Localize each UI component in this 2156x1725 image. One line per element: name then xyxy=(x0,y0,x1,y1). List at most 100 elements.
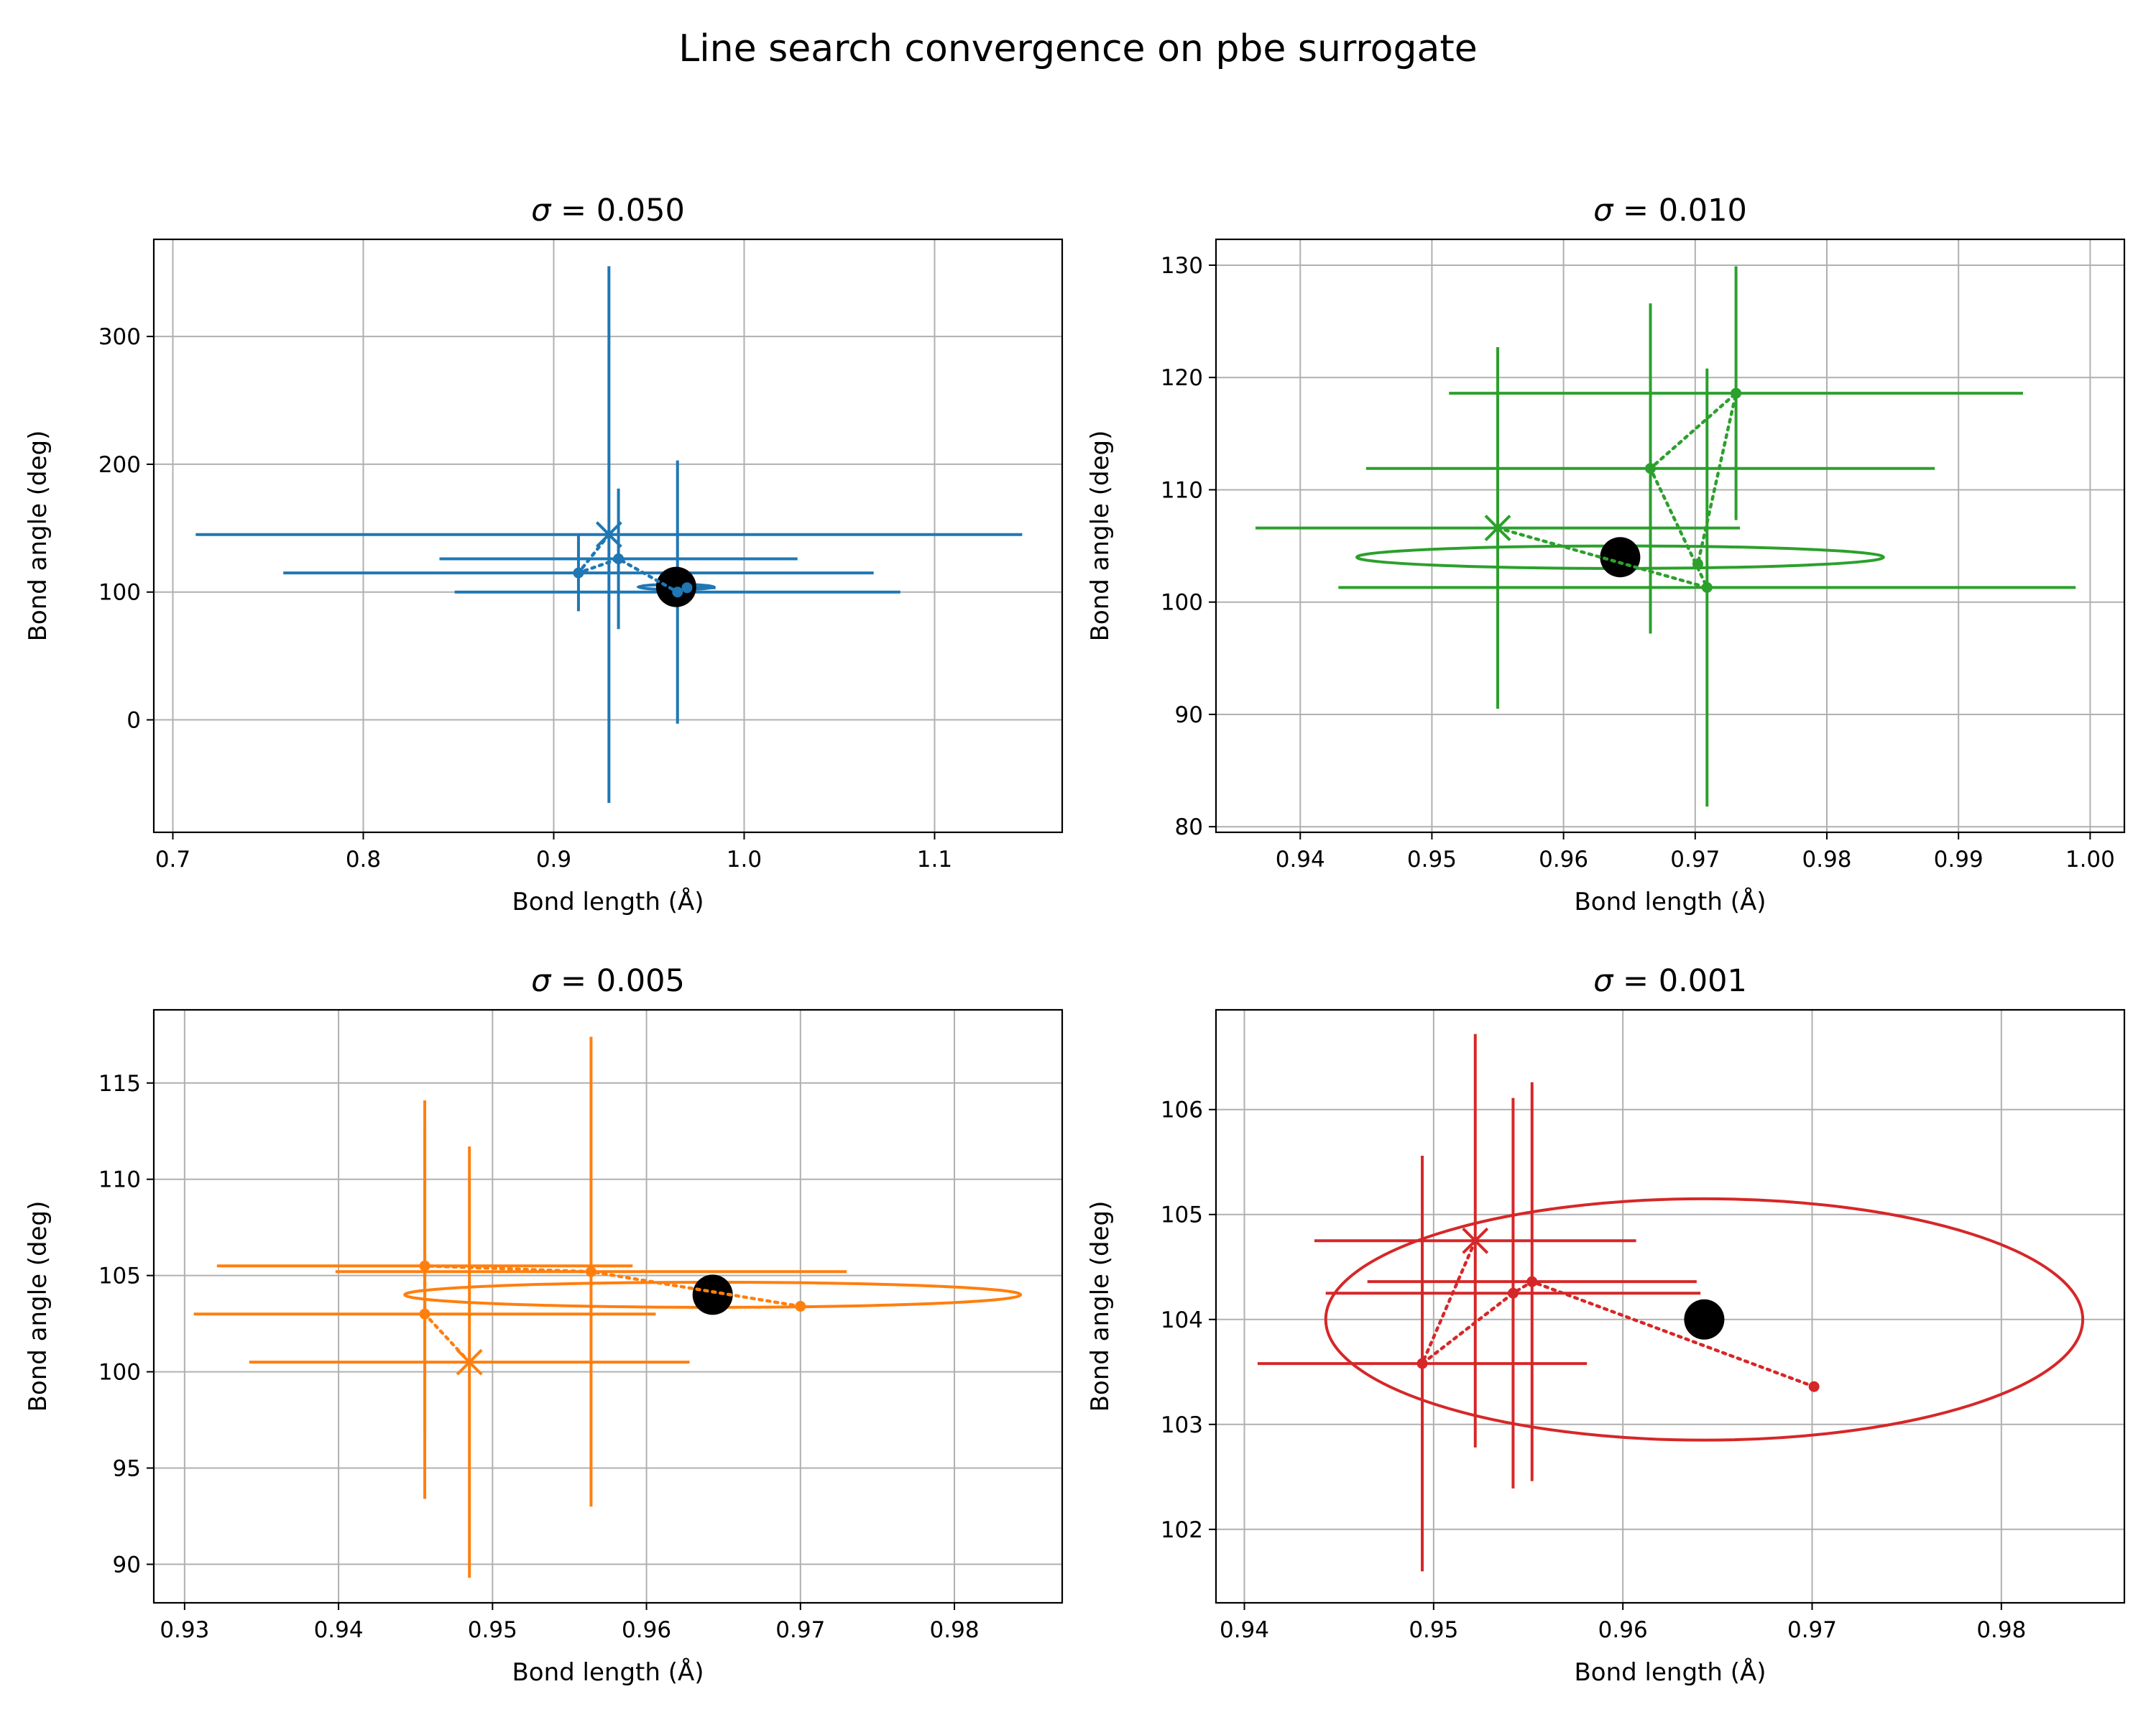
panel-title-value: = 0.001 xyxy=(1613,963,1746,999)
x-tick-label: 0.98 xyxy=(1976,1617,2026,1643)
y-tick-label: 106 xyxy=(1161,1098,1203,1123)
target-point xyxy=(1600,537,1641,578)
plot-area xyxy=(195,266,1023,804)
panel-title-value: = 0.050 xyxy=(550,193,684,229)
iterate-point xyxy=(1416,1358,1428,1369)
x-tick-label: 0.94 xyxy=(1220,1617,1269,1643)
iterate-point xyxy=(1808,1381,1820,1392)
panel-title-symbol: σ xyxy=(1593,963,1614,999)
y-tick-label: 0 xyxy=(126,708,141,734)
target-point xyxy=(692,1274,733,1315)
x-tick-label: 0.95 xyxy=(1407,847,1457,873)
panel-3: 0.93 0.94 0.95 0.96 0.97 0.98 90 95 100 105 110 115… xyxy=(24,963,1064,1687)
panel-title: σ = 0.010 xyxy=(1593,193,1747,229)
iterate-point xyxy=(1701,581,1713,593)
panel-title-value: = 0.010 xyxy=(1613,193,1746,229)
y-tick-label: 90 xyxy=(113,1552,141,1578)
final-point-marker xyxy=(595,521,622,548)
final-point-marker xyxy=(1462,1227,1489,1254)
iterate-point xyxy=(419,1308,430,1320)
y-tick-label: 130 xyxy=(1161,253,1203,279)
plot-area xyxy=(193,1036,1023,1578)
x-axis-label: Bond length (Å) xyxy=(1574,887,1766,916)
y-tick-label: 100 xyxy=(98,1360,141,1386)
iterate-point xyxy=(1731,387,1742,399)
y-tick-label: 200 xyxy=(98,452,141,478)
y-tick-label: 110 xyxy=(98,1167,141,1193)
iterate-point xyxy=(1507,1287,1519,1299)
y-axis-label: Bond angle (deg) xyxy=(1086,1201,1115,1412)
iterate-point xyxy=(1645,463,1657,474)
y-tick-label: 105 xyxy=(98,1264,141,1289)
x-tick-label: 0.9 xyxy=(536,847,571,873)
panel-title: σ = 0.005 xyxy=(531,963,685,999)
iterate-point xyxy=(672,586,683,598)
axes-frame xyxy=(1215,238,2126,834)
y-axis-label: Bond angle (deg) xyxy=(24,1201,52,1412)
y-tick-label: 120 xyxy=(1161,365,1203,391)
iterate-point xyxy=(795,1301,806,1312)
x-tick-label: 0.96 xyxy=(1539,847,1588,873)
x-tick-label: 1.1 xyxy=(917,847,952,873)
y-tick-label: 90 xyxy=(1175,702,1203,728)
axes-frame xyxy=(1215,1008,2126,1604)
y-tick-label: 104 xyxy=(1161,1307,1203,1333)
uncertainty-ellipse xyxy=(1324,1197,2085,1442)
x-axis-label: Bond length (Å) xyxy=(512,1657,704,1687)
y-tick-label: 103 xyxy=(1161,1412,1203,1438)
panel-2: 0.94 0.95 0.96 0.97 0.98 0.99 1.00 80 90 100 110 12… xyxy=(1086,193,2126,916)
x-tick-label: 0.97 xyxy=(775,1617,825,1643)
y-tick-label: 80 xyxy=(1175,814,1203,840)
panel-title-symbol: σ xyxy=(531,193,552,229)
y-tick-label: 105 xyxy=(1161,1202,1203,1228)
panel-title-value: = 0.005 xyxy=(550,963,684,999)
plot-area xyxy=(1255,266,2076,807)
axes-frame xyxy=(152,1008,1064,1604)
y-tick-label: 300 xyxy=(98,324,141,350)
x-tick-label: 1.00 xyxy=(2065,847,2115,873)
plot-area xyxy=(1257,1034,2085,1572)
x-tick-label: 0.95 xyxy=(1409,1617,1458,1643)
x-tick-label: 0.7 xyxy=(155,847,190,873)
y-tick-label: 100 xyxy=(1161,590,1203,616)
y-axis-label: Bond angle (deg) xyxy=(24,431,52,642)
y-tick-label: 110 xyxy=(1161,477,1203,503)
y-tick-label: 95 xyxy=(113,1456,141,1482)
y-tick-label: 102 xyxy=(1161,1517,1203,1543)
final-point-marker xyxy=(456,1348,483,1376)
y-axis-label: Bond angle (deg) xyxy=(1086,431,1115,642)
iterate-point xyxy=(1526,1276,1538,1287)
panel-title-symbol: σ xyxy=(1593,193,1614,229)
x-tick-label: 0.94 xyxy=(1276,847,1325,873)
x-tick-label: 0.96 xyxy=(1598,1617,1648,1643)
x-tick-label: 0.95 xyxy=(468,1617,517,1643)
iterate-point xyxy=(573,567,584,579)
x-tick-label: 0.98 xyxy=(930,1617,980,1643)
iterate-point xyxy=(681,582,693,594)
panel-4: 0.94 0.95 0.96 0.97 0.98 102 103 104 105 106 Bond … xyxy=(1086,963,2126,1687)
x-tick-label: 0.99 xyxy=(1934,847,1984,873)
iterate-point xyxy=(1692,558,1703,570)
iterate-point xyxy=(419,1260,430,1271)
x-tick-label: 0.97 xyxy=(1670,847,1720,873)
x-tick-label: 0.97 xyxy=(1787,1617,1837,1643)
panel-title: σ = 0.001 xyxy=(1593,963,1747,999)
figure-title: Line search convergence on pbe surrogate xyxy=(678,27,1478,70)
x-tick-label: 0.8 xyxy=(346,847,381,873)
x-tick-label: 1.0 xyxy=(727,847,762,873)
y-tick-label: 115 xyxy=(98,1071,141,1097)
x-tick-label: 0.96 xyxy=(622,1617,671,1643)
y-tick-label: 100 xyxy=(98,580,141,606)
target-point xyxy=(1684,1299,1725,1340)
panel-1: 0.7 0.8 0.9 1.0 1.1 0 100 200 300 Bond length (Å)… xyxy=(24,193,1064,916)
final-point-marker xyxy=(1484,515,1511,541)
iterate-point xyxy=(585,1266,596,1277)
panel-title: σ = 0.050 xyxy=(531,193,685,229)
iterate-point xyxy=(613,553,625,565)
x-axis-label: Bond length (Å) xyxy=(512,887,704,916)
axes-frame xyxy=(152,238,1064,834)
x-tick-label: 0.93 xyxy=(160,1617,209,1643)
x-tick-label: 0.98 xyxy=(1802,847,1851,873)
x-axis-label: Bond length (Å) xyxy=(1574,1657,1766,1687)
